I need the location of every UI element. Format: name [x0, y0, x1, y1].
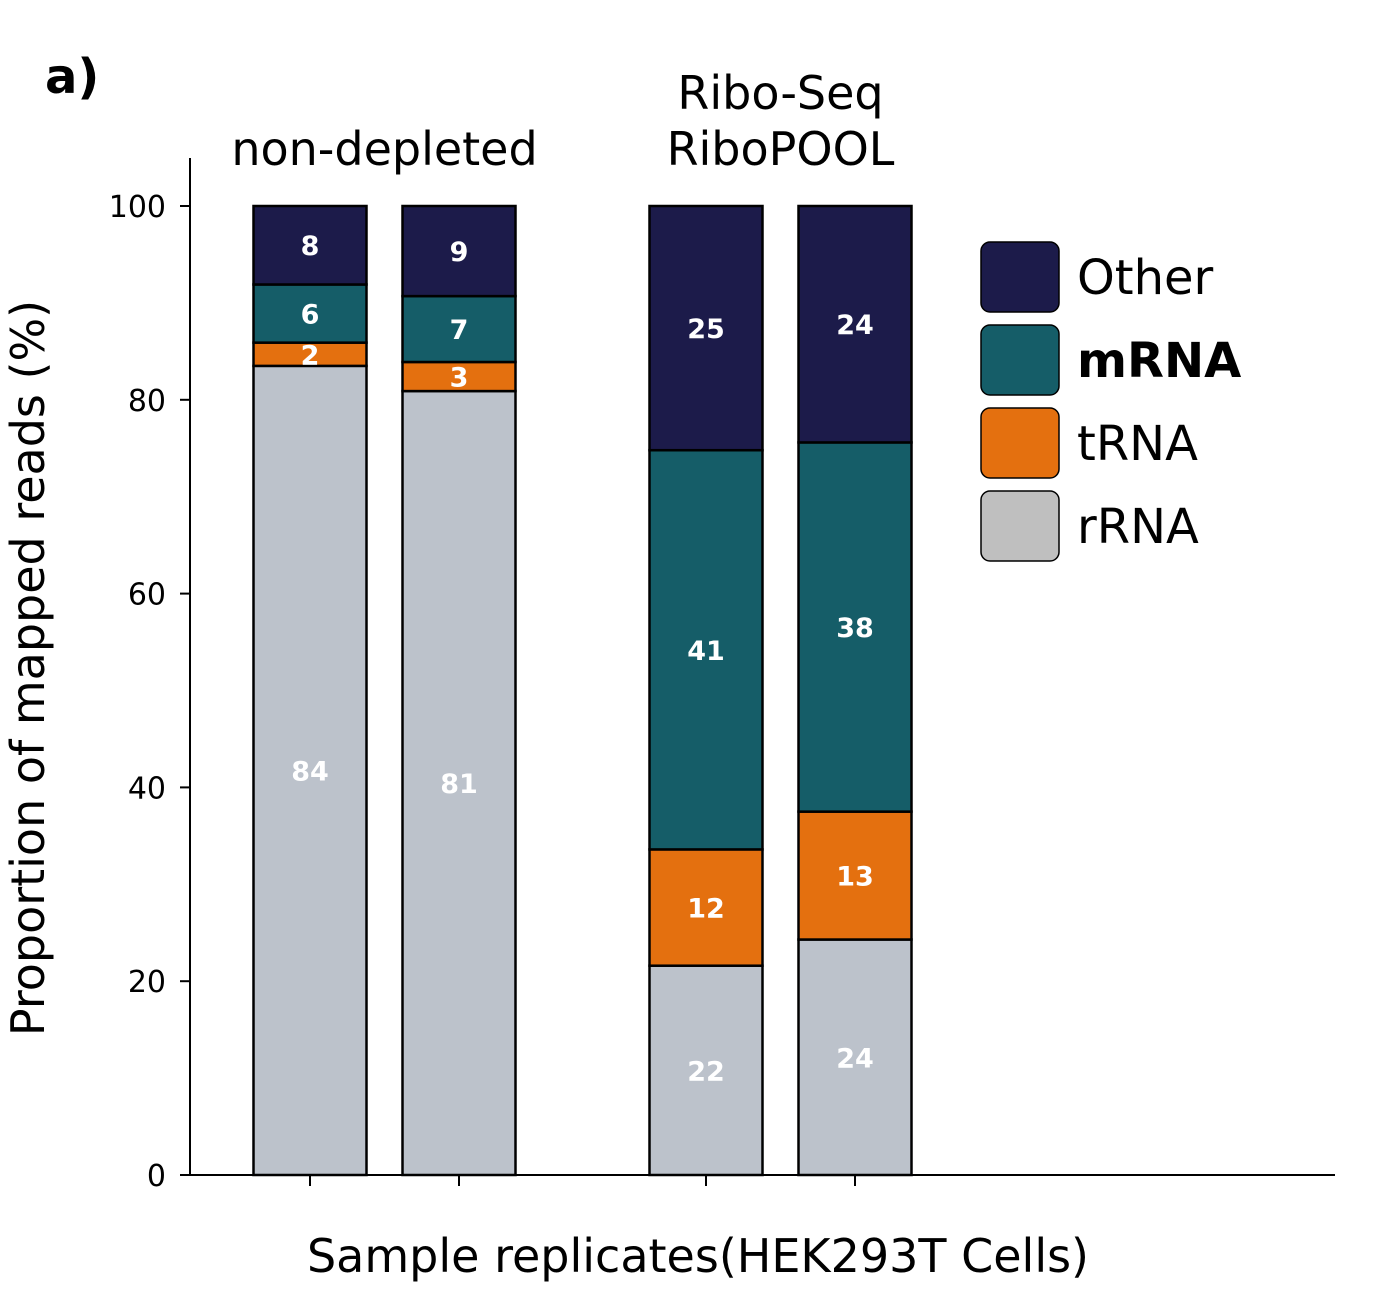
bar-segment-mrna — [797, 441, 913, 813]
legend-item-mrna: mRNA — [980, 324, 1241, 396]
segment-labels: 84 2 6 8 81 3 7 9 22 12 41 25 24 13 38 24 — [291, 231, 874, 1087]
x-axis-title: Sample replicates(HEK293T Cells) — [307, 1229, 1089, 1283]
legend-item-rrna: rRNA — [980, 490, 1199, 562]
legend-swatch — [980, 241, 1060, 313]
bar-value-label: 24 — [836, 310, 874, 341]
bar-value-label: 41 — [687, 636, 725, 667]
y-tick-label: 60 — [128, 578, 166, 613]
group-label: RiboPOOL — [667, 122, 895, 176]
bar-segment-other — [648, 204, 764, 452]
bar-value-label: 25 — [687, 314, 725, 345]
bar-value-label: 6 — [301, 300, 320, 331]
bar-value-label: 2 — [301, 340, 320, 371]
legend-label: tRNA — [1077, 416, 1198, 472]
y-tick-label: 80 — [128, 384, 166, 419]
x-axis — [190, 1174, 1335, 1186]
bar-segment-mrna — [648, 448, 764, 851]
bar-segment-rrna — [648, 964, 764, 1177]
bar-value-label: 12 — [687, 894, 725, 925]
legend-item-trna: tRNA — [980, 407, 1198, 479]
bar-value-label: 22 — [687, 1056, 725, 1087]
y-tick-label: 20 — [128, 965, 166, 1000]
bar-value-label: 24 — [836, 1043, 874, 1074]
bar-value-label: 81 — [440, 769, 478, 800]
bar-segment-other — [401, 204, 517, 298]
bar-segment-other — [252, 204, 368, 286]
bars — [252, 204, 913, 1177]
bar-segment-trna — [797, 810, 913, 941]
y-tick-label: 0 — [147, 1159, 166, 1194]
legend-label: mRNA — [1077, 333, 1241, 389]
group-label: non-depleted — [231, 122, 537, 176]
bar-segment-trna — [648, 848, 764, 967]
bar-segment-rrna — [401, 389, 517, 1177]
legend-label: rRNA — [1077, 499, 1199, 555]
y-axis-title: Proportion of mapped reads (%) — [1, 300, 55, 1036]
bar-segment-other — [797, 204, 913, 444]
panel-label: a) — [45, 49, 99, 105]
bar-value-label: 7 — [450, 315, 469, 346]
legend-item-other: Other — [980, 241, 1214, 313]
y-axis: 0 20 40 60 80 100 — [109, 158, 191, 1194]
bar-segment-trna — [401, 360, 517, 393]
bar-value-label: 38 — [836, 613, 874, 644]
legend-swatch — [980, 407, 1060, 479]
bar-value-label: 8 — [301, 231, 320, 262]
bar-value-label: 84 — [291, 756, 329, 787]
legend: Other mRNA tRNA rRNA — [980, 241, 1241, 562]
y-tick-label: 40 — [128, 771, 166, 806]
bar-segment-mrna — [401, 294, 517, 364]
bar-value-label: 9 — [450, 237, 469, 268]
group-label: Ribo-Seq — [677, 66, 883, 120]
bar-segment-rrna — [797, 938, 913, 1177]
bar-value-label: 3 — [450, 363, 469, 394]
legend-swatch — [980, 324, 1060, 396]
bar-segment-rrna — [252, 364, 368, 1177]
legend-label: Other — [1077, 250, 1214, 306]
legend-swatch — [980, 490, 1060, 562]
y-tick-label: 100 — [109, 190, 166, 225]
bar-value-label: 13 — [836, 862, 874, 893]
